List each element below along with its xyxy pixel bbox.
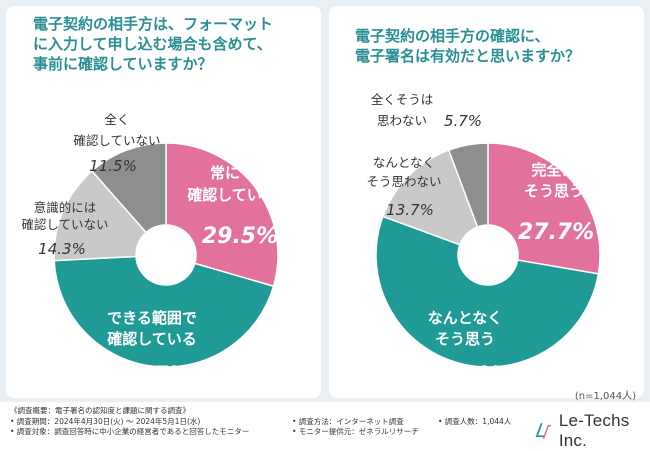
right-never-label-2: 思わない [377,113,427,128]
sample-size-note: (n=1,044人) [574,391,636,402]
footer-method: • 調査方法：インターネット調査 [292,416,404,426]
right-somewhat-label-2: そう思う [435,330,495,348]
right-somewhat-label-1: なんとなく [428,309,503,327]
right-slice-1 [375,215,600,368]
right-slice-3 [447,142,489,228]
right-slice-0 [487,142,601,275]
footer-target: • 調査対象：調査回答時に中小企業の経営者であると回答したモニター [10,427,250,436]
left-question-title: 電子契約の相手方は、フォーマット に入力して申し込む場合も含めて、 事前に確認し… [33,15,274,73]
footer-col-3: • 調査人数：1,044人 [438,417,511,428]
right-somewhatnot-value: 13.7% [386,201,434,219]
left-possible-label-1: できる範囲で [107,309,197,327]
left-notconscious-label-2: 確認していない [21,217,108,232]
left-slice-1 [53,255,275,368]
left-notconscious-label-1: 意識的には [34,200,97,215]
left-possible-label-2: 確認している [106,330,197,348]
left-never-value: 11.5% [89,157,137,175]
right-fully-label-2: そう思う [524,182,584,200]
footer-period: • 調査期間：2024年4月30日(火) ～ 2024年5月1日(水) [10,416,201,426]
left-slice-0 [165,142,279,288]
left-never-label-1: 全く [104,112,129,127]
footer-provider: • モニター提供元：ゼネラルリサーチ [292,427,419,436]
footer-summary: 《調査概要：電子署名の認知度と課題に関する調査》 [10,406,190,415]
left-donut [53,142,279,368]
footer-count: • 調査人数：1,044人 [438,416,512,426]
right-question-title: 電子契約の相手方の確認に、 電子署名は有効だと思いますか？ [355,27,581,65]
right-fully-value: 27.7% [518,220,594,245]
footer-col-1: 《調査概要：電子署名の認知度と課題に関する調査》 • 調査期間：2024年4月3… [10,406,249,438]
right-somewhat-value: 52.9% [424,363,500,388]
right-slice-2 [381,149,479,246]
right-somewhatnot-label-1: なんとなく [373,155,435,170]
logo-mark-icon [535,423,552,439]
right-never-value: 5.7% [444,112,482,130]
company-logo: Le-Techs Inc. [532,411,650,451]
left-never-label-2: 確認していない [73,133,160,148]
logo-text: Le-Techs Inc. [558,411,630,450]
right-never-label-1: 全くそうは [371,92,434,107]
left-slice-2 [53,169,148,262]
right-fully-label-1: 完全に [531,161,576,179]
left-always-label-2: 確認している [186,186,277,204]
left-possible-value: 44.7% [113,363,190,388]
left-always-label-1: 常に [210,164,240,182]
left-notconscious-value: 14.3% [38,240,86,258]
left-always-value: 29.5% [202,224,278,249]
right-somewhatnot-label-2: そう思わない [366,174,441,189]
right-donut [375,142,601,368]
left-slice-3 [90,142,167,234]
footer-col-2: • 調査方法：インターネット調査 • モニター提供元：ゼネラルリサーチ [292,417,419,438]
